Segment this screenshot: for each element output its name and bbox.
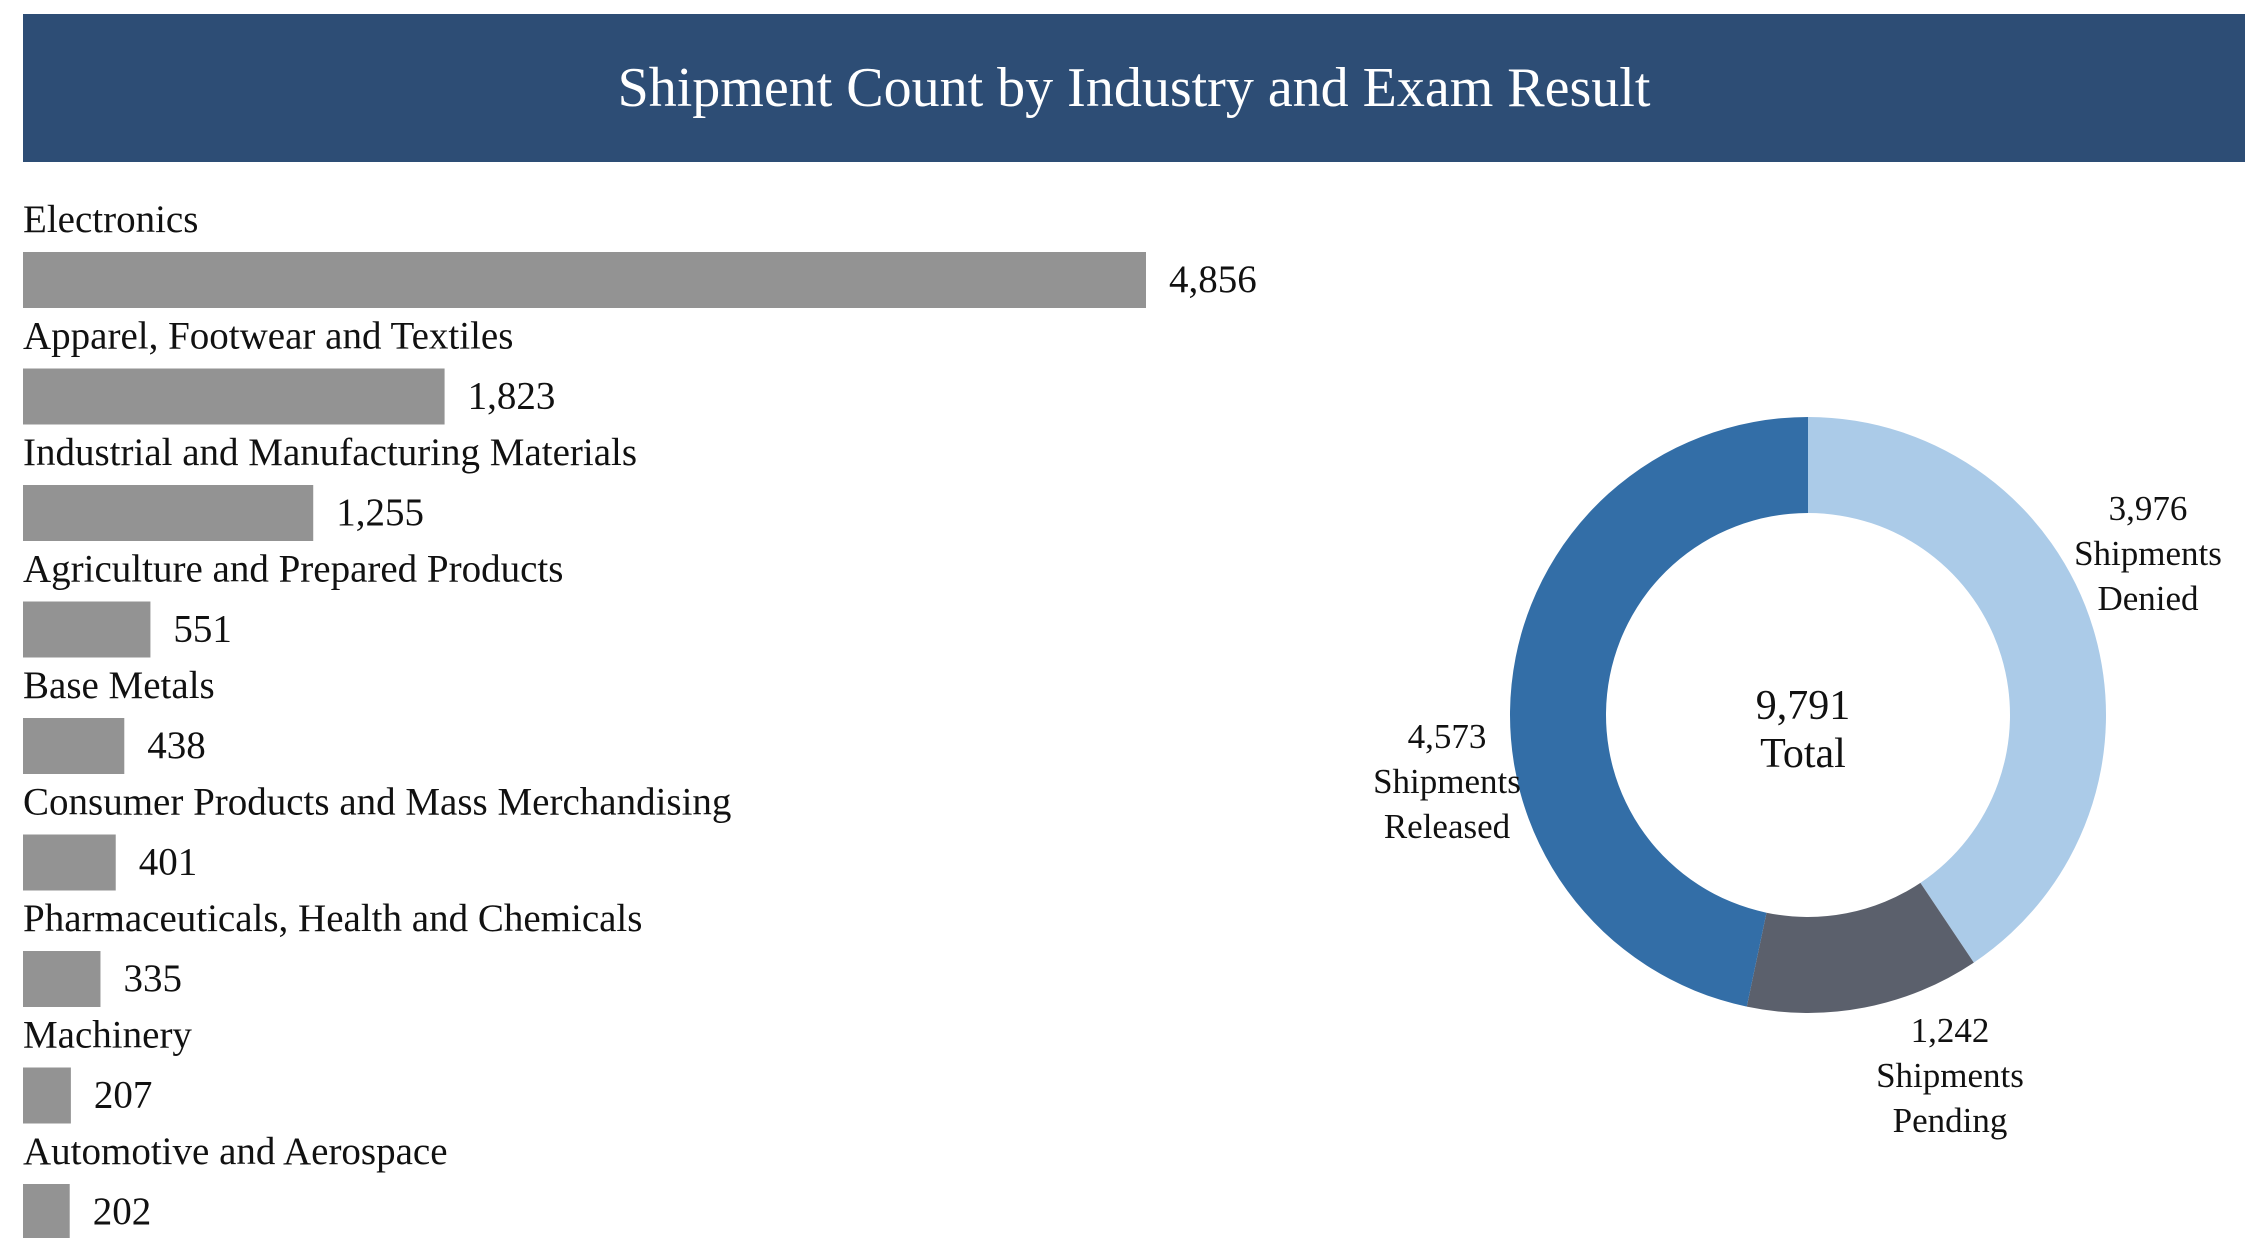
title-bar: Shipment Count by Industry and Exam Resu…	[23, 14, 2245, 162]
value-label: 1,255	[336, 491, 424, 534]
bar-chart: Electronics 4,856 Apparel, Footwear and Te…	[23, 198, 1257, 1238]
bar	[23, 368, 445, 425]
slice-value-label: 4,573	[1408, 717, 1487, 756]
value-label: 438	[147, 724, 206, 767]
slice-value-label: 3,976	[2109, 489, 2188, 528]
bar	[23, 718, 125, 774]
slice-name-label: Shipments	[1876, 1056, 2024, 1095]
value-label: 1,823	[468, 375, 556, 418]
donut-chart: 3,976 Shipments Denied 1,242 Shipments Pendin…	[1373, 417, 2222, 1140]
value-label: 202	[93, 1190, 151, 1233]
donut-slice	[1808, 417, 2106, 963]
slice-name-label: Denied	[2097, 579, 2199, 618]
slice-name-label: Released	[1384, 807, 1511, 846]
value-label: 551	[173, 608, 232, 651]
donut-slice	[1510, 417, 1808, 1007]
category-label: Automotive and Aerospace	[23, 1130, 448, 1173]
center-total-text: Total	[1760, 731, 1846, 777]
bar	[23, 601, 151, 658]
bar	[23, 485, 314, 541]
value-label: 401	[139, 841, 198, 884]
center-total-value: 9,791	[1756, 683, 1851, 729]
category-label: Industrial and Manufacturing Materials	[23, 431, 637, 474]
category-label: Base Metals	[23, 664, 215, 707]
bar	[23, 951, 101, 1007]
slice-name-label: Shipments	[1373, 762, 1521, 801]
category-label: Apparel, Footwear and Textiles	[23, 315, 513, 358]
chart-title: Shipment Count by Industry and Exam Resu…	[617, 57, 1651, 119]
category-label: Machinery	[23, 1014, 192, 1057]
slice-name-label: Pending	[1893, 1101, 2008, 1140]
bar	[23, 252, 1146, 308]
donut-slice	[1746, 882, 1974, 1013]
slice-value-label: 1,242	[1911, 1011, 1990, 1050]
category-label: Pharmaceuticals, Health and Chemicals	[23, 897, 642, 940]
bar	[23, 1184, 70, 1238]
category-label: Agriculture and Prepared Products	[23, 548, 563, 591]
value-label: 335	[123, 957, 182, 1000]
category-label: Consumer Products and Mass Merchandising	[23, 781, 731, 824]
value-label: 4,856	[1169, 258, 1257, 301]
bar	[23, 1067, 71, 1124]
bar	[23, 834, 116, 891]
slice-name-label: Shipments	[2074, 534, 2222, 573]
value-label: 207	[94, 1074, 153, 1117]
category-label: Electronics	[23, 198, 198, 241]
